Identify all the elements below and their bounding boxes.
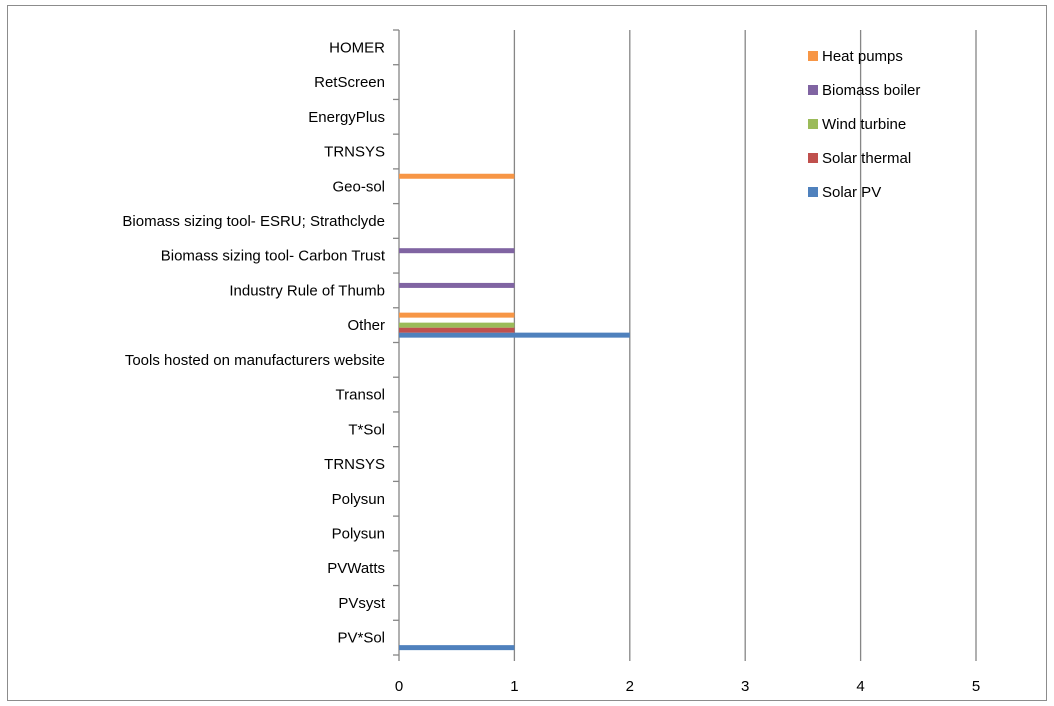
category-label: Geo-sol [332,178,385,195]
x-tick-label: 5 [972,678,980,695]
bar-heat-pumps [399,312,515,318]
category-label: T*Sol [348,421,385,438]
legend-swatch-wind-turbine [808,119,818,129]
bars [399,173,630,651]
x-tick-label: 4 [856,678,864,695]
x-tick-label: 2 [626,678,634,695]
category-label: Industry Rule of Thumb [229,282,385,299]
legend-label-solar-thermal: Solar thermal [822,150,911,167]
legend-swatch-biomass-boiler [808,85,818,95]
category-label: Other [347,317,385,334]
x-tick-labels: 0 1 2 3 4 5 [395,678,980,695]
category-label: TRNSYS [324,144,385,161]
gridlines [513,30,977,661]
bar-solar-thermal [399,327,515,333]
legend-swatch-heat-pumps [808,51,818,61]
legend-swatch-solar-thermal [808,153,818,163]
bar-heat-pumps [399,173,515,179]
category-label: RetScreen [314,74,385,91]
legend-label-biomass-boiler: Biomass boiler [822,82,920,99]
category-labels: PV*Sol PVsyst PVWatts Polysun Polysun TRNSYS T… [122,39,385,646]
bar-biomass-boiler [399,282,515,288]
legend-label-heat-pumps: Heat pumps [822,48,903,65]
axes [393,29,400,661]
category-label: Tools hosted on manufacturers website [125,352,385,369]
legend-label-wind-turbine: Wind turbine [822,116,906,133]
category-label: EnergyPlus [308,109,385,126]
bar-solar-pv [399,645,515,651]
bar-solar-pv [399,332,630,338]
bar-wind-turbine [399,322,515,328]
legend: Heat pumps Biomass boiler Wind turbine Sola… [808,48,920,201]
category-label: Polysun [332,491,385,508]
legend-label-solar-pv: Solar PV [822,184,881,201]
x-tick-label: 0 [395,678,403,695]
category-label: PV*Sol [337,630,385,647]
category-label: Transol [336,387,385,404]
category-label: PVWatts [327,560,385,577]
bar-biomass-boiler [399,248,515,254]
x-tick-label: 1 [510,678,518,695]
chart-area: PV*Sol PVsyst PVWatts Polysun Polysun TRNSYS T… [7,5,1047,701]
category-label: PVsyst [338,595,386,612]
category-label: Biomass sizing tool- Carbon Trust [161,248,386,265]
category-label: Biomass sizing tool- ESRU; Strathclyde [122,213,385,230]
category-label: Polysun [332,525,385,542]
category-label: TRNSYS [324,456,385,473]
bar-chart: PV*Sol PVsyst PVWatts Polysun Polysun TRNSYS T… [122,29,980,695]
x-tick-label: 3 [741,678,749,695]
category-label: HOMER [329,39,385,56]
legend-swatch-solar-pv [808,187,818,197]
